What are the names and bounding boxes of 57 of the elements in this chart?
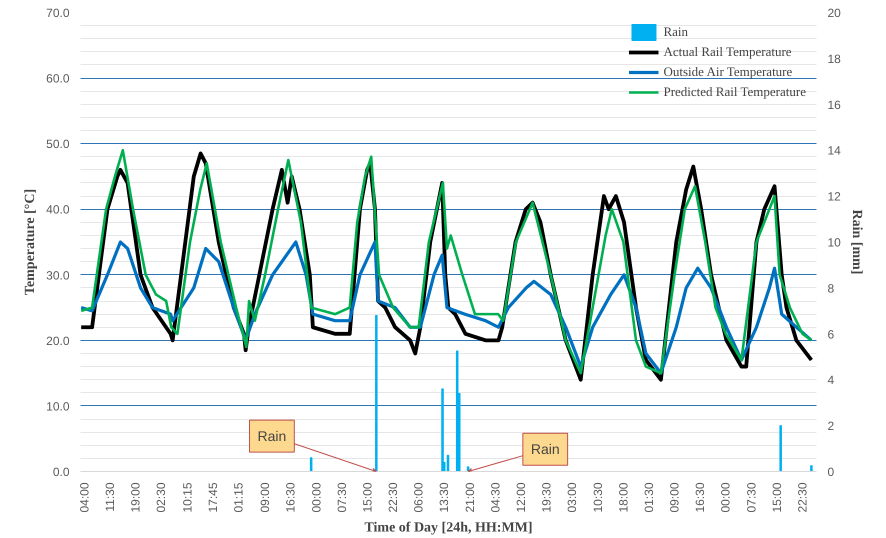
x-tick-label: 12:00 (514, 482, 528, 513)
y2-tick-label: 2 (828, 419, 834, 434)
y2-tick-label: 16 (828, 98, 842, 112)
x-tick-label: 03:00 (565, 482, 580, 513)
y2-tick-label: 8 (828, 281, 834, 296)
x-tick-label: 16:30 (693, 482, 708, 513)
x-tick-label: 10:30 (590, 482, 605, 513)
x-tick-label: 00:00 (309, 482, 324, 513)
x-tick-label: 22:30 (796, 482, 810, 513)
x-tick-label: 00:00 (718, 482, 733, 513)
y2-tick-label: 12 (828, 190, 842, 204)
x-tick-label: 17:45 (206, 482, 220, 513)
y2-tick-label: 4 (828, 373, 834, 388)
x-tick-label: 21:00 (462, 482, 477, 513)
y2-tick-label: 20 (828, 6, 842, 20)
legend-label: Outside Air Temperature (663, 64, 792, 80)
x-tick-label: 09:00 (258, 482, 272, 513)
y-axis-title: Temperature [°C] (23, 188, 38, 296)
legend-label: Predicted Rail Temperature (663, 84, 806, 100)
x-tick-label: 09:00 (668, 482, 682, 513)
y-tick-label: 30.0 (46, 268, 70, 282)
annotation: Rain (258, 428, 286, 444)
x-tick-label: 13:30 (437, 482, 452, 513)
y-tick-label: 10.0 (46, 399, 70, 414)
x-tick-label: 16:30 (284, 482, 298, 513)
x-tick-label: 07:30 (744, 482, 758, 513)
y-tick-label: 60.0 (46, 72, 70, 86)
x-tick-label: 01:30 (642, 482, 656, 513)
y-tick-label: 40.0 (46, 202, 70, 217)
y-tick-label: 50.0 (46, 137, 70, 152)
x-tick-label: 02:30 (154, 482, 168, 513)
x-tick-label: 11:30 (102, 482, 117, 512)
y2-axis-title: Rain [mm] (848, 210, 864, 274)
x-axis-title: Time of Day [24h, HH:MM] (364, 520, 533, 536)
y-tick-label: 0.0 (52, 465, 70, 479)
y2-tick-label: 14 (828, 144, 842, 158)
x-tick-label: 04:30 (488, 482, 502, 513)
x-tick-label: 19:30 (540, 482, 554, 513)
x-tick-label: 15:00 (360, 482, 374, 513)
legend-label: Actual Rail Temperature (663, 44, 792, 60)
x-tick-label: 01:15 (232, 482, 246, 513)
x-tick-label: 19:00 (128, 482, 142, 513)
annotation: Rain (530, 441, 560, 458)
y2-tick-label: 0 (828, 465, 834, 479)
legend-label: Rain (663, 24, 688, 40)
y2-tick-label: 18 (828, 52, 842, 66)
x-tick-label: 06:00 (412, 482, 426, 513)
y2-tick-label: 6 (828, 327, 834, 342)
x-tick-label: 15:00 (770, 482, 784, 513)
y-tick-label: 20.0 (46, 334, 70, 348)
x-tick-label: 04:00 (77, 482, 92, 513)
x-tick-label: 18:00 (616, 482, 630, 513)
x-tick-label: 10:15 (180, 482, 194, 513)
y-tick-label: 70.0 (46, 6, 70, 20)
x-tick-label: 07:30 (334, 482, 349, 513)
y2-tick-label: 10 (828, 236, 842, 250)
x-tick-label: 22:30 (386, 482, 400, 513)
